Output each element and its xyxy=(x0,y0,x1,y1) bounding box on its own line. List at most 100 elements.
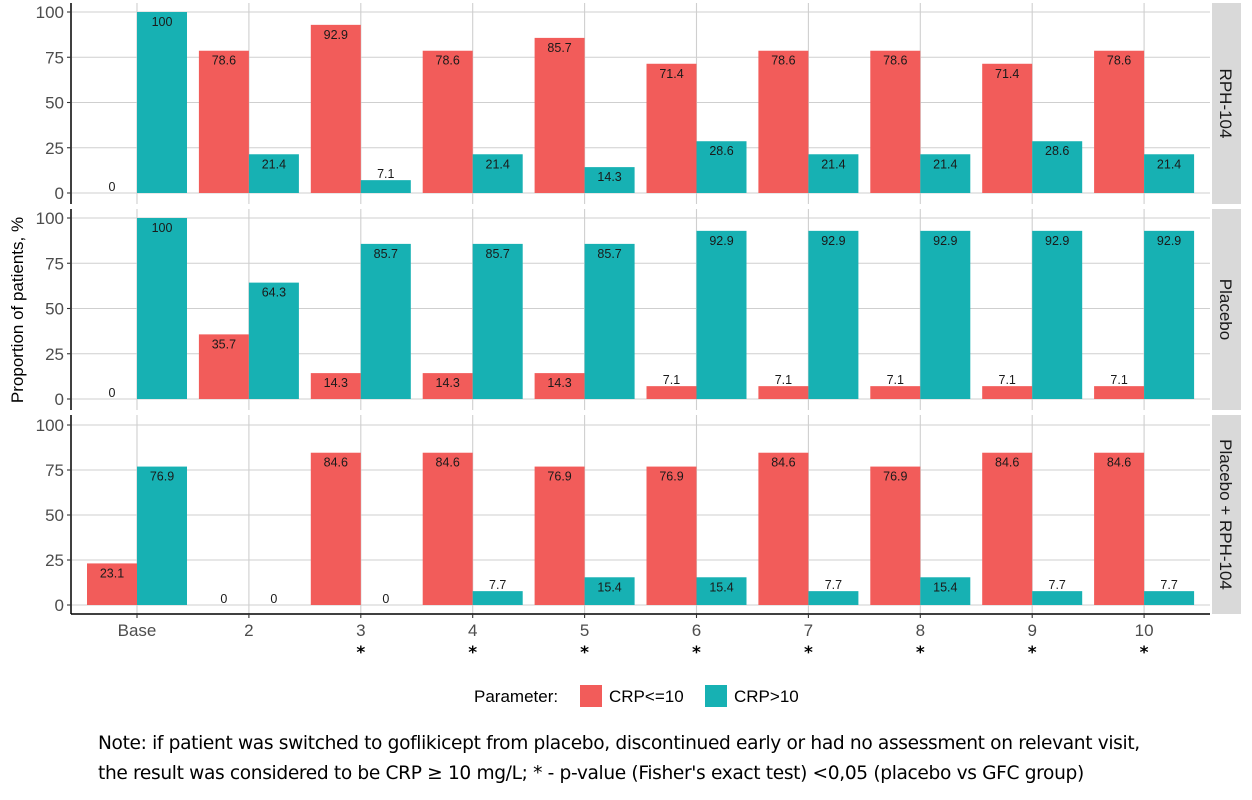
bar-crp10 xyxy=(584,577,635,605)
bar-value-label: 78.6 xyxy=(1107,54,1131,68)
y-tick-label: 100 xyxy=(36,416,64,435)
bar-value-label: 84.6 xyxy=(995,456,1019,470)
x-tick-label: 6 xyxy=(692,621,701,640)
bar-value-label: 92.9 xyxy=(821,234,845,248)
facet-strip xyxy=(1212,209,1241,410)
bar-crp10 xyxy=(584,167,635,193)
bar-value-label: 28.6 xyxy=(709,144,733,158)
significance-marker: * xyxy=(580,643,589,663)
bar-crp10 xyxy=(360,243,411,399)
y-axis-title: Proportion of patients, % xyxy=(8,217,27,403)
bar-value-label: 100 xyxy=(152,221,173,235)
bar-crp10 xyxy=(870,466,921,605)
bar-value-label: 23.1 xyxy=(100,566,124,580)
bar-value-label: 85.7 xyxy=(547,41,571,55)
footnote: Note: if patient was switched to gofliki… xyxy=(98,729,1248,789)
y-tick-label: 100 xyxy=(36,3,64,22)
facet-strip-label: Placebo xyxy=(1216,279,1235,340)
bar-crp10 xyxy=(758,452,809,605)
bar-crp10 xyxy=(584,243,635,399)
bar-value-label: 0 xyxy=(220,592,227,606)
bar-crp10 xyxy=(1032,230,1083,399)
y-tick-label: 75 xyxy=(45,461,64,480)
bar-crp10 xyxy=(982,63,1033,194)
y-tick-label: 25 xyxy=(45,345,64,364)
bar-crp10 xyxy=(137,12,187,193)
x-tick-label: Base xyxy=(118,621,157,640)
bar-value-label: 14.3 xyxy=(436,376,460,390)
bar-crp10 xyxy=(920,577,971,605)
bar-crp10 xyxy=(310,373,361,399)
bar-value-label: 84.6 xyxy=(324,456,348,470)
bar-value-label: 21.4 xyxy=(262,157,286,171)
bar-crp10 xyxy=(310,452,361,605)
bar-value-label: 21.4 xyxy=(486,157,510,171)
bar-crp10 xyxy=(982,386,1033,399)
footnote-line-1: Note: if patient was switched to gofliki… xyxy=(98,733,1140,754)
facet-strip-label: Placebo + RPH-104 xyxy=(1216,439,1235,590)
bar-crp10 xyxy=(198,334,249,399)
bar-crp10 xyxy=(1144,230,1195,399)
bar-value-label: 15.4 xyxy=(709,580,733,594)
y-tick-label: 50 xyxy=(45,506,64,525)
bar-crp10 xyxy=(1144,591,1195,605)
x-tick-label: 8 xyxy=(916,621,925,640)
facet-strip-label: RPH-104 xyxy=(1216,69,1235,139)
y-tick-label: 0 xyxy=(55,184,64,203)
bar-value-label: 7.7 xyxy=(825,578,842,592)
x-tick-label: 9 xyxy=(1027,621,1036,640)
bar-value-label: 21.4 xyxy=(1157,157,1181,171)
x-tick-label: 10 xyxy=(1135,621,1154,640)
bar-value-label: 7.1 xyxy=(1110,373,1127,387)
y-tick-label: 50 xyxy=(45,300,64,319)
bar-crp10 xyxy=(248,282,299,399)
x-tick-label: 4 xyxy=(468,621,477,640)
bar-value-label: 7.1 xyxy=(663,373,680,387)
bar-value-label: 78.6 xyxy=(771,54,795,68)
bar-value-label: 92.9 xyxy=(1045,234,1069,248)
bar-value-label: 64.3 xyxy=(262,286,286,300)
bar-value-label: 14.3 xyxy=(324,376,348,390)
bar-crp10 xyxy=(472,591,523,605)
bar-value-label: 100 xyxy=(152,15,173,29)
facet-strip xyxy=(1212,3,1241,204)
bar-crp10 xyxy=(808,154,859,193)
bar-value-label: 85.7 xyxy=(597,247,621,261)
bar-value-label: 78.6 xyxy=(436,54,460,68)
significance-marker: * xyxy=(468,643,477,663)
x-tick-label: 5 xyxy=(580,621,589,640)
bar-value-label: 85.7 xyxy=(486,247,510,261)
bar-crp10 xyxy=(248,154,299,193)
footnote-line-2: the result was considered to be CRP ≥ 10… xyxy=(98,763,1084,784)
y-tick-label: 75 xyxy=(45,48,64,67)
bar-crp10 xyxy=(982,452,1033,605)
y-tick-label: 0 xyxy=(55,596,64,615)
y-tick-label: 25 xyxy=(45,139,64,158)
bar-crp10 xyxy=(87,563,137,605)
bar-value-label: 85.7 xyxy=(374,247,398,261)
bar-crp10 xyxy=(920,230,971,399)
bar-value-label: 14.3 xyxy=(547,376,571,390)
x-tick-label: 7 xyxy=(804,621,813,640)
bar-value-label: 7.7 xyxy=(1160,578,1177,592)
y-tick-label: 0 xyxy=(55,390,64,409)
bar-value-label: 92.9 xyxy=(709,234,733,248)
bar-crp10 xyxy=(1094,452,1145,605)
bar-value-label: 35.7 xyxy=(212,337,236,351)
significance-marker: * xyxy=(1028,643,1037,663)
bar-value-label: 0 xyxy=(270,592,277,606)
bar-crp10 xyxy=(472,243,523,399)
bar-value-label: 0 xyxy=(382,592,389,606)
bar-value-label: 84.6 xyxy=(771,456,795,470)
legend-label: CRP>10 xyxy=(734,687,799,706)
y-tick-label: 25 xyxy=(45,551,64,570)
bar-crp10 xyxy=(534,373,585,399)
bar-value-label: 0 xyxy=(109,386,116,400)
significance-marker: * xyxy=(356,643,365,663)
significance-marker: * xyxy=(1140,643,1149,663)
bar-crp10 xyxy=(1144,154,1195,193)
bar-value-label: 92.9 xyxy=(324,28,348,42)
bar-value-label: 76.9 xyxy=(659,470,683,484)
bar-value-label: 28.6 xyxy=(1045,144,1069,158)
bar-value-label: 84.6 xyxy=(436,456,460,470)
